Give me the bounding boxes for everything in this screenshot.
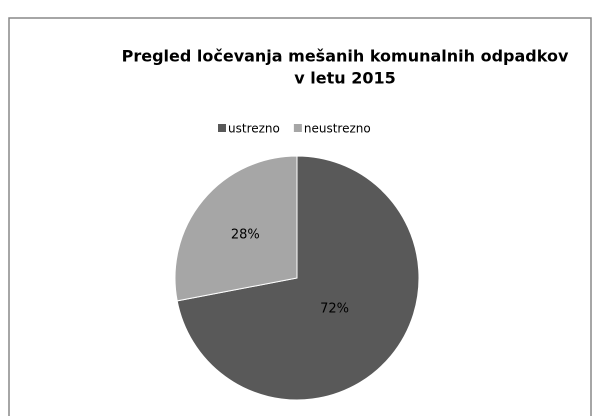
legend-swatch [293,124,302,132]
legend-label: ustrezno [228,122,280,136]
chart-border [8,17,592,416]
chart-title: Pregled ločevanja mešanih komunalnih odp… [122,47,569,66]
pie-slice [176,155,420,401]
pie-slice [174,155,298,302]
data-label: 72% [320,302,349,317]
chart-title: v letu 2015 [294,69,395,88]
legend-label: neustrezno [304,122,371,136]
legend-swatch [218,124,226,132]
data-label: 28% [231,228,260,243]
